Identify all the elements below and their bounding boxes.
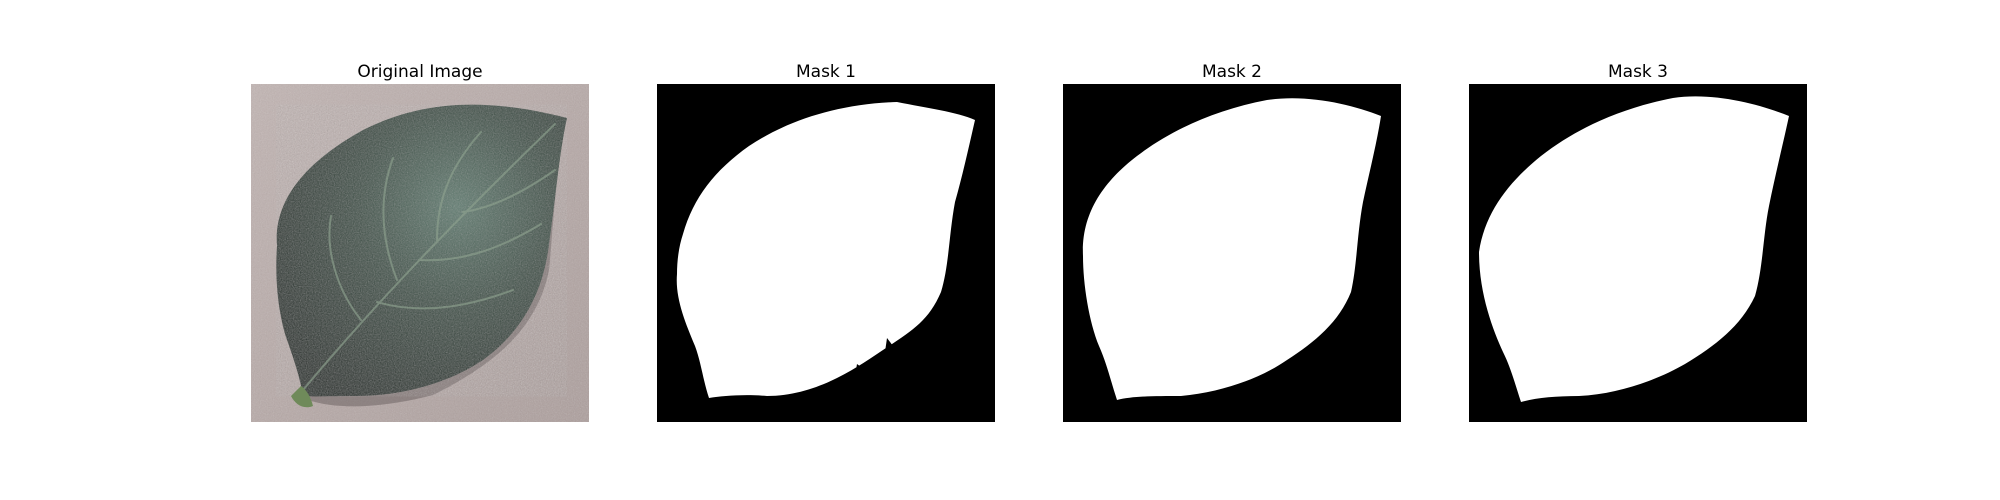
panel-mask-3: Mask 3 (1469, 60, 1807, 422)
panel-title: Mask 3 (1607, 62, 1668, 82)
panel-mask-2: Mask 2 (1063, 60, 1401, 422)
panel-mask-1: Mask 1 (657, 60, 995, 422)
panel-title: Mask 2 (1201, 62, 1262, 82)
mask-2-foreground (1082, 98, 1381, 400)
mask-3-image (1469, 84, 1807, 422)
original-leaf-photo (251, 84, 589, 422)
mask-2-image (1063, 84, 1401, 422)
panel-title: Original Image (357, 62, 483, 82)
mask-1-foreground (676, 102, 975, 398)
mask-3-foreground (1479, 96, 1789, 402)
mask-1-image (657, 84, 995, 422)
panel-title: Mask 1 (795, 62, 856, 82)
panel-original-image: Original Image (251, 60, 589, 422)
leaf-shape (276, 104, 567, 397)
